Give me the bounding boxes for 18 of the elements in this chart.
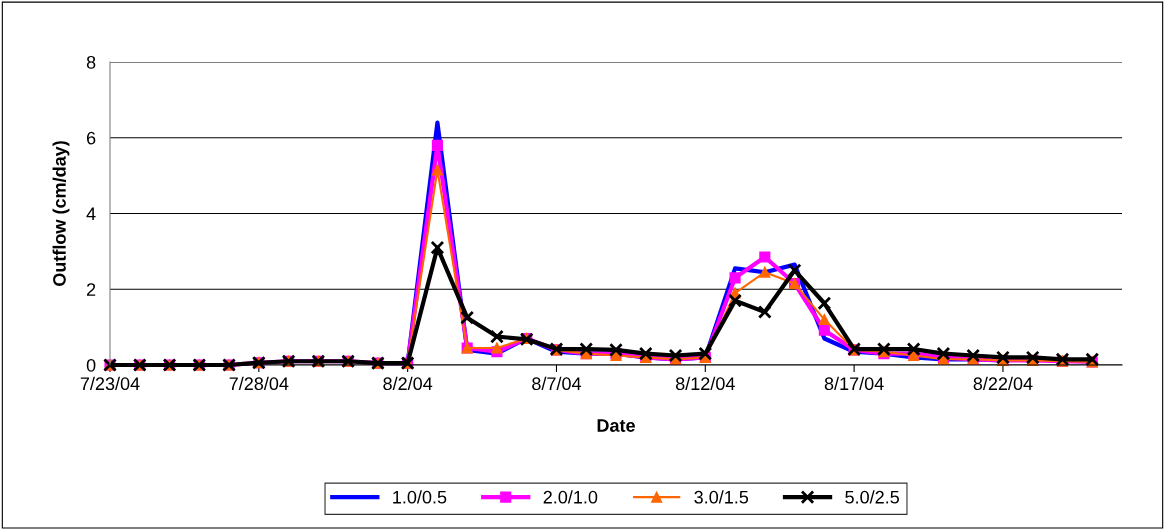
x-tick-label: 8/22/04 <box>973 376 1033 391</box>
x-tick-label: 7/28/04 <box>229 376 289 391</box>
x-tick-label: 8/12/04 <box>675 376 735 391</box>
legend-label: 5.0/2.5 <box>845 490 899 504</box>
y-axis-title: Outflow (cm/day) <box>52 141 70 286</box>
legend-label: 2.0/1.0 <box>543 490 598 504</box>
legend-label: 3.0/1.5 <box>694 490 749 504</box>
y-tick-label: 6 <box>86 131 96 145</box>
x-tick-label: 8/17/04 <box>824 376 884 391</box>
x-tick-label: 8/2/04 <box>383 376 433 391</box>
y-tick-label: 8 <box>86 55 96 69</box>
y-tick-label: 2 <box>86 283 96 296</box>
y-tick-label: 4 <box>86 207 96 221</box>
x-tick-label: 7/23/04 <box>80 376 140 391</box>
legend-label: 1.0/0.5 <box>393 490 447 504</box>
x-tick-label: 8/7/04 <box>532 376 582 391</box>
y-tick-label: 0 <box>86 358 96 372</box>
x-axis-title: Date <box>597 419 635 432</box>
